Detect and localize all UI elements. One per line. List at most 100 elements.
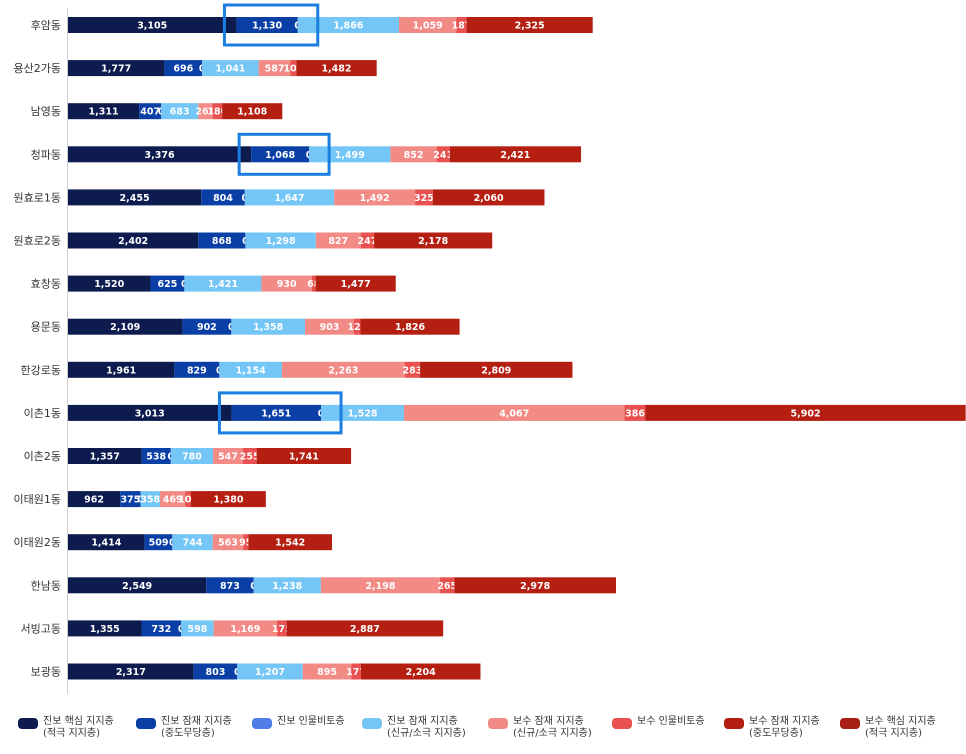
data-label: 2,887 <box>350 624 380 635</box>
data-label: 3,013 <box>135 408 165 419</box>
category-label: 이촌1동 <box>24 407 61 420</box>
category-label: 남영동 <box>31 105 61 118</box>
bar-segment <box>212 534 244 551</box>
bar-segment <box>144 534 173 551</box>
data-label: 1,154 <box>236 365 266 376</box>
bar-segment <box>213 448 243 464</box>
legend-swatch <box>840 718 860 729</box>
data-label: 1,542 <box>275 538 305 549</box>
data-label: 180 <box>207 107 227 118</box>
legend-swatch <box>488 718 508 729</box>
bar-segment <box>185 491 191 508</box>
data-label: 1,108 <box>237 107 267 118</box>
data-label: 598 <box>188 624 208 635</box>
data-label: 803 <box>206 667 226 678</box>
bar-segment <box>68 361 175 378</box>
bar-segment <box>645 404 966 421</box>
data-label: 1,961 <box>106 365 136 376</box>
data-label: 1,298 <box>266 236 296 247</box>
data-label: 3,105 <box>137 21 167 32</box>
bar-segment <box>68 189 202 206</box>
data-label: 1,826 <box>395 322 425 333</box>
data-label: 68 <box>307 279 321 290</box>
bar-segment <box>212 103 223 120</box>
bar-segment <box>420 361 573 378</box>
legend-swatch <box>136 718 156 729</box>
category-label: 이촌2동 <box>24 450 61 463</box>
bar-segment <box>68 103 140 120</box>
data-label: 873 <box>220 581 240 592</box>
data-label: 1,059 <box>413 21 443 32</box>
bar-segment <box>213 620 278 637</box>
data-label: 3,376 <box>145 150 175 161</box>
category-label: 이태원1동 <box>14 493 61 506</box>
bar-segment <box>184 275 262 292</box>
legend-item: 보수 핵심 지지층 (적극 지지층) <box>840 716 936 740</box>
bar-segment <box>456 17 467 33</box>
bar-segment <box>68 146 252 163</box>
bar-segment <box>251 146 310 163</box>
category-label: 서빙고동 <box>21 622 61 635</box>
data-label: 683 <box>170 107 190 118</box>
bar-segment <box>206 577 254 594</box>
bar-segment <box>242 448 257 464</box>
legend-item: 진보 핵심 지지층 (적극 지지층) <box>18 716 114 740</box>
bar-segment <box>201 189 245 206</box>
legend-swatch <box>362 718 382 729</box>
bar-segment <box>244 189 335 206</box>
category-label: 용산2가동 <box>14 62 61 75</box>
legend-item: 보수 잠재 지지층 (중도무당층) <box>724 716 820 740</box>
data-label: 1,358 <box>253 322 283 333</box>
legend: 진보 핵심 지지층 (적극 지지층) 진보 잠재 지지층 (중도무당층) 진보 인물… <box>0 708 966 754</box>
data-label: 1,777 <box>101 64 131 75</box>
data-label: 903 <box>320 322 340 333</box>
bar-segment <box>403 404 625 421</box>
data-label: 107 <box>283 64 303 75</box>
legend-item: 보수 인물비토층 <box>612 716 705 729</box>
bar-segment <box>390 146 437 163</box>
bar-segment <box>150 275 185 292</box>
bar-segment <box>290 60 297 77</box>
data-label: 241 <box>433 150 453 161</box>
bar-segment <box>374 232 493 249</box>
data-label: 1,357 <box>90 452 120 463</box>
data-label: 1,477 <box>341 279 371 290</box>
data-label: 1,651 <box>261 408 291 419</box>
legend-label: 진보 핵심 지지층 (적극 지지층) <box>43 716 114 739</box>
data-label: 1,068 <box>265 150 295 161</box>
data-label: 563 <box>218 538 238 549</box>
category-label: 한남동 <box>31 579 61 592</box>
data-label: 261 <box>195 107 215 118</box>
bar-segment <box>161 103 199 120</box>
bar-segment <box>320 577 441 594</box>
category-label: 원효로1동 <box>14 191 61 204</box>
data-label: 469 <box>163 495 183 506</box>
legend-item: 진보 잠재 지지층 (중도무당층) <box>136 716 232 740</box>
highlight-box <box>222 3 320 47</box>
data-label: 255 <box>240 452 260 463</box>
data-label: 247 <box>357 236 377 247</box>
data-label: 625 <box>157 279 177 290</box>
bar-segment <box>248 534 333 551</box>
bar-segment <box>68 577 207 594</box>
data-label: 1,528 <box>347 408 377 419</box>
bar-segment <box>139 103 162 120</box>
data-label: 2,809 <box>481 365 511 376</box>
data-label: 1,499 <box>335 150 365 161</box>
bar-segment <box>440 577 455 594</box>
data-label: 509 <box>149 538 169 549</box>
bar-segment <box>237 663 303 680</box>
bar-segment <box>68 491 121 508</box>
bar-segment <box>243 534 249 551</box>
category-label: 원효로2동 <box>14 235 61 248</box>
data-label: 1,421 <box>208 279 238 290</box>
legend-label: 보수 잠재 지지층 (신규/소극 지지층) <box>513 716 592 739</box>
data-label: 177 <box>346 667 366 678</box>
category-label: 효창동 <box>31 278 61 291</box>
data-label: 2,402 <box>118 236 148 247</box>
data-label: 2,060 <box>474 193 504 204</box>
data-label: 804 <box>213 193 233 204</box>
legend-item: 진보 인물비토층 <box>252 716 345 729</box>
data-label: 103 <box>178 495 198 506</box>
bar-segment <box>159 491 186 508</box>
